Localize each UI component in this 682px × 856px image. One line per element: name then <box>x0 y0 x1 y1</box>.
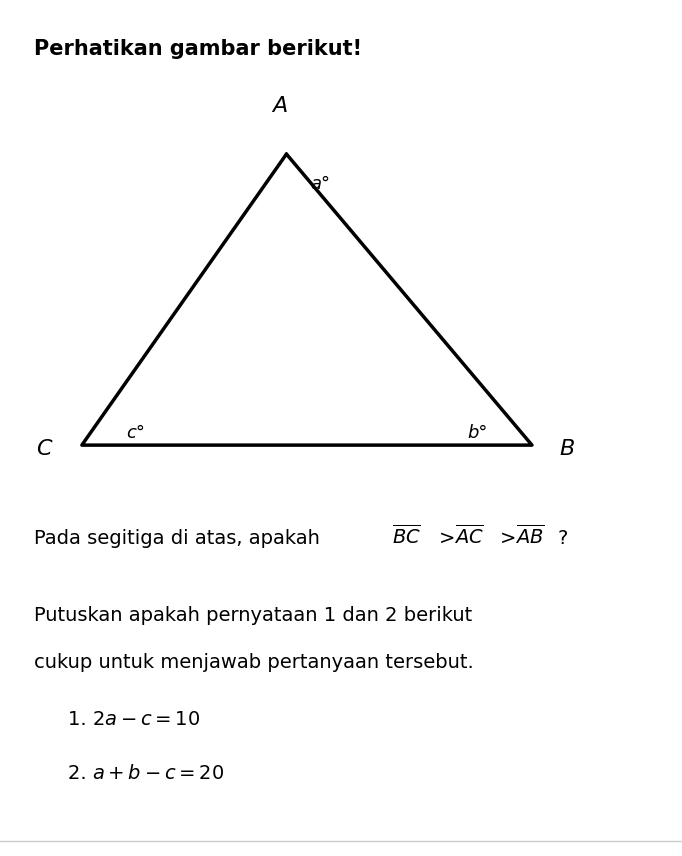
Text: $>$: $>$ <box>435 529 455 548</box>
Text: Putuskan apakah pernyataan 1 dan 2 berikut: Putuskan apakah pernyataan 1 dan 2 berik… <box>34 606 473 625</box>
Text: a°: a° <box>310 175 330 193</box>
Text: b°: b° <box>467 424 488 442</box>
Text: A: A <box>272 96 287 116</box>
Text: 2.: 2. <box>68 764 93 783</box>
Text: $>$: $>$ <box>496 529 516 548</box>
Text: cukup untuk menjawab pertanyaan tersebut.: cukup untuk menjawab pertanyaan tersebut… <box>34 653 474 672</box>
Text: C: C <box>35 439 51 460</box>
Text: Perhatikan gambar berikut!: Perhatikan gambar berikut! <box>34 39 362 58</box>
Text: Pada segitiga di atas, apakah: Pada segitiga di atas, apakah <box>34 529 326 548</box>
Text: $\overline{AC}$: $\overline{AC}$ <box>454 524 484 548</box>
Text: $a + b - c = 20$: $a + b - c = 20$ <box>92 764 224 783</box>
Text: $\overline{AB}$: $\overline{AB}$ <box>515 524 545 548</box>
Text: B: B <box>559 439 574 460</box>
Text: 1.: 1. <box>68 710 93 729</box>
Text: ?: ? <box>558 529 568 548</box>
Text: $2a - c = 10$: $2a - c = 10$ <box>92 710 201 729</box>
Text: $\overline{BC}$: $\overline{BC}$ <box>392 524 421 548</box>
Text: c°: c° <box>126 424 145 442</box>
